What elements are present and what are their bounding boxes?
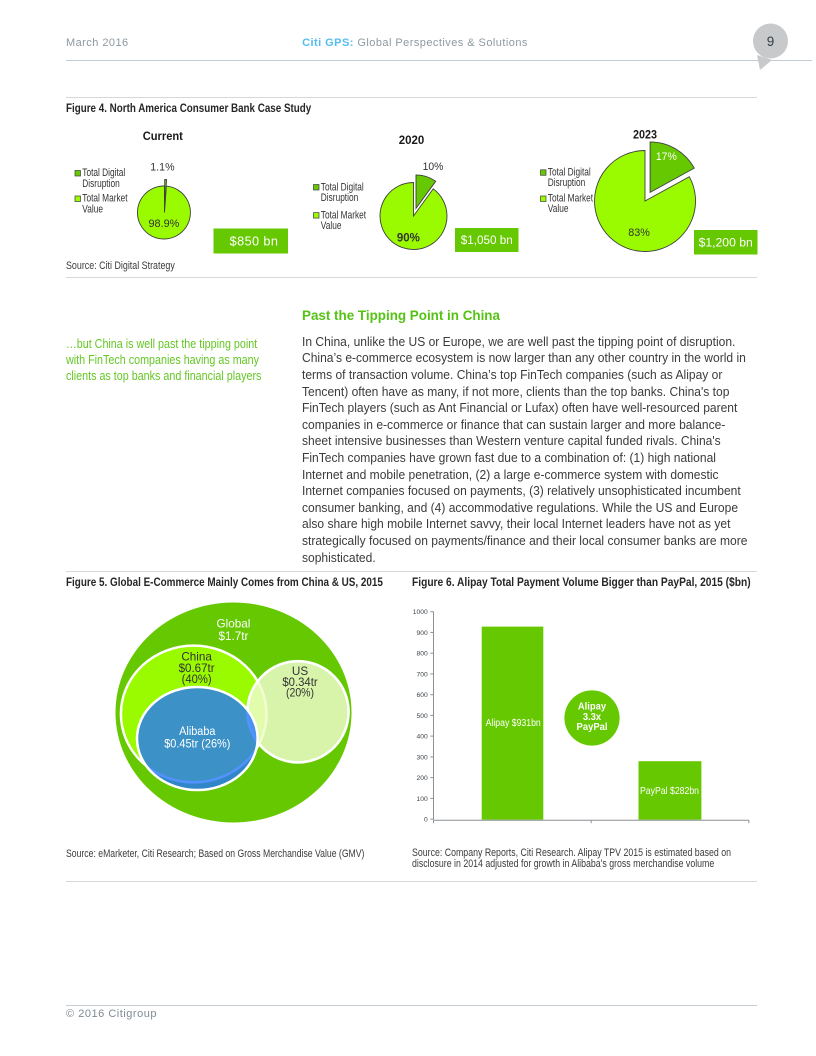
svg-text:500: 500 [417,713,428,720]
svg-text:$1,050 bn: $1,050 bn [461,233,513,247]
svg-text:Disruption: Disruption [82,178,119,190]
svg-text:90%: 90% [397,232,420,244]
svg-text:2023: 2023 [633,129,657,141]
svg-text:200: 200 [417,775,428,782]
svg-text:Total Market: Total Market [321,210,367,222]
svg-text:1.1%: 1.1% [150,161,175,173]
svg-text:$0.34tr: $0.34tr [282,677,317,689]
svg-text:98.9%: 98.9% [148,218,179,230]
svg-text:Global: Global [217,618,251,631]
svg-text:2020: 2020 [399,135,425,147]
svg-text:PayPal $282bn: PayPal $282bn [640,785,699,796]
svg-text:Value: Value [321,220,342,232]
svg-text:300: 300 [417,754,428,761]
svg-text:Value: Value [548,203,569,215]
svg-text:Total Digital: Total Digital [321,182,364,194]
svg-text:$0.45tr (26%): $0.45tr (26%) [164,738,230,750]
svg-text:Total Digital: Total Digital [82,167,125,179]
svg-text:Total Market: Total Market [548,193,594,205]
svg-text:3.3x: 3.3x [583,711,602,723]
svg-text:0: 0 [424,817,428,824]
svg-text:$1,200 bn: $1,200 bn [699,235,753,249]
svg-text:$1.7tr: $1.7tr [218,630,248,643]
svg-text:China: China [181,651,212,664]
svg-text:83%: 83% [628,227,650,239]
svg-text:900: 900 [417,630,428,637]
svg-text:100: 100 [417,796,428,803]
svg-text:17%: 17% [656,151,677,163]
svg-text:Total Digital: Total Digital [548,167,591,179]
svg-text:PayPal: PayPal [577,722,608,734]
svg-text:800: 800 [417,651,428,658]
svg-text:Current: Current [143,131,183,143]
svg-text:Alibaba: Alibaba [179,726,216,738]
svg-text:(40%): (40%) [182,674,212,686]
svg-text:9: 9 [767,34,775,49]
svg-text:$850 bn: $850 bn [230,234,279,248]
svg-text:Value: Value [82,203,103,215]
svg-text:10%: 10% [423,161,444,173]
svg-text:Alipay: Alipay [578,701,607,713]
svg-text:400: 400 [417,734,428,741]
svg-text:700: 700 [417,671,428,678]
svg-text:1000: 1000 [413,609,428,616]
svg-text:Alipay $931bn: Alipay $931bn [486,718,541,729]
svg-text:600: 600 [417,692,428,699]
svg-text:(20%): (20%) [286,687,314,700]
svg-text:Total Market: Total Market [82,193,128,205]
svg-text:US: US [292,665,308,678]
svg-text:Disruption: Disruption [548,177,585,189]
svg-text:Disruption: Disruption [321,192,358,204]
svg-text:$0.67tr: $0.67tr [179,662,215,675]
